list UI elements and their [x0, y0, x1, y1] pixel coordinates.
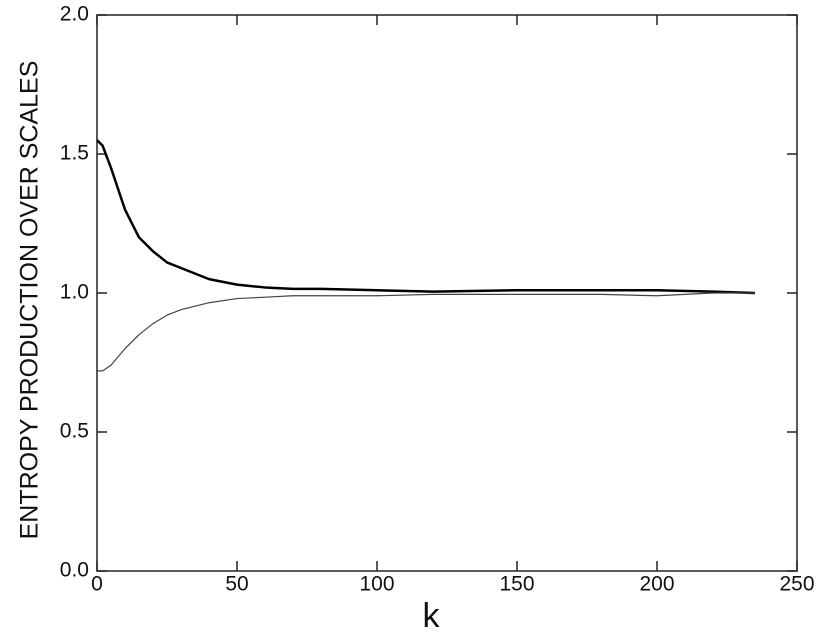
plot-frame: [96, 14, 798, 572]
x-tick-label: 150: [499, 573, 534, 596]
y-tick-label: 2.0: [60, 3, 89, 26]
x-tick-label: 200: [639, 573, 674, 596]
y-tick-label: 0.0: [60, 559, 89, 582]
y-tick-label: 1.5: [60, 142, 89, 165]
series-line: [96, 139, 756, 295]
series-line: [97, 292, 755, 372]
x-tick-label: 0: [91, 573, 103, 596]
x-axis-label: k: [423, 597, 441, 635]
y-tick-label: 1.0: [60, 281, 89, 304]
x-tick-label: 100: [359, 573, 394, 596]
y-tick-label: 0.5: [60, 420, 89, 443]
y-axis-label: ENTROPY PRODUCTION OVER SCALES: [16, 61, 44, 540]
x-tick-label: 250: [779, 573, 814, 596]
x-tick-label: 50: [225, 573, 248, 596]
